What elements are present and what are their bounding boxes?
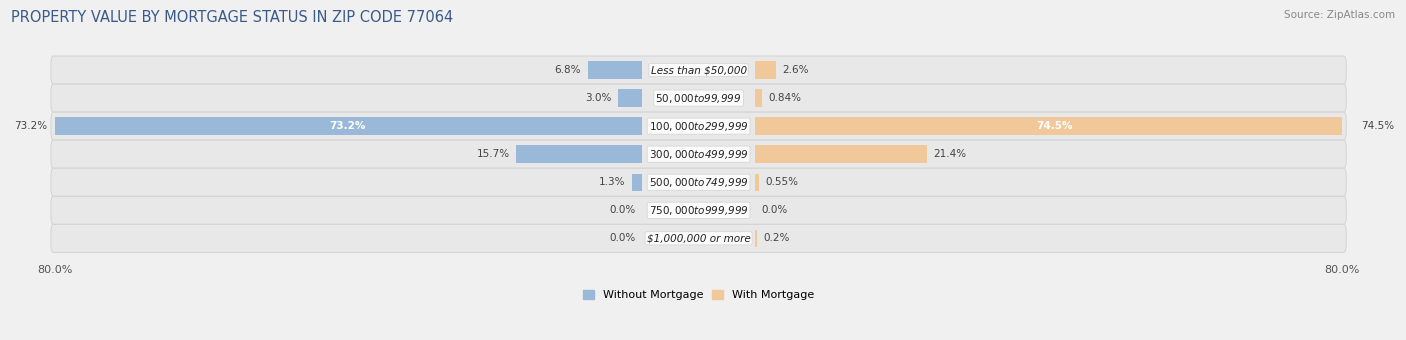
Text: 0.2%: 0.2% (763, 233, 789, 243)
Text: 73.2%: 73.2% (329, 121, 366, 131)
Text: 15.7%: 15.7% (477, 149, 509, 159)
Text: Source: ZipAtlas.com: Source: ZipAtlas.com (1284, 10, 1395, 20)
Bar (755, 89, 762, 107)
FancyBboxPatch shape (51, 84, 1346, 112)
Bar (755, 117, 1354, 135)
Text: 3.0%: 3.0% (585, 93, 612, 103)
Text: 0.0%: 0.0% (761, 205, 787, 215)
Bar (619, 89, 643, 107)
Text: 6.8%: 6.8% (554, 65, 581, 75)
Text: 74.5%: 74.5% (1036, 121, 1073, 131)
Text: $1,000,000 or more: $1,000,000 or more (647, 233, 751, 243)
FancyBboxPatch shape (51, 168, 1346, 196)
Text: 0.55%: 0.55% (766, 177, 799, 187)
Text: $300,000 to $499,999: $300,000 to $499,999 (648, 148, 748, 161)
Text: $500,000 to $749,999: $500,000 to $749,999 (648, 176, 748, 189)
Bar (755, 173, 759, 191)
Text: 21.4%: 21.4% (934, 149, 967, 159)
Bar (588, 61, 643, 79)
FancyBboxPatch shape (51, 224, 1346, 252)
Text: 0.0%: 0.0% (610, 205, 636, 215)
Bar (755, 230, 756, 247)
Text: $100,000 to $299,999: $100,000 to $299,999 (648, 120, 748, 133)
Text: 0.0%: 0.0% (610, 233, 636, 243)
Text: $50,000 to $99,999: $50,000 to $99,999 (655, 91, 742, 105)
Text: $750,000 to $999,999: $750,000 to $999,999 (648, 204, 748, 217)
FancyBboxPatch shape (51, 112, 1346, 140)
Text: Less than $50,000: Less than $50,000 (651, 65, 747, 75)
Bar (516, 146, 643, 163)
Text: 0.84%: 0.84% (768, 93, 801, 103)
FancyBboxPatch shape (51, 140, 1346, 168)
Bar (755, 146, 927, 163)
Bar (631, 173, 643, 191)
Bar (53, 117, 643, 135)
Text: PROPERTY VALUE BY MORTGAGE STATUS IN ZIP CODE 77064: PROPERTY VALUE BY MORTGAGE STATUS IN ZIP… (11, 10, 454, 25)
FancyBboxPatch shape (51, 196, 1346, 224)
Text: 74.5%: 74.5% (1361, 121, 1393, 131)
Text: 2.6%: 2.6% (782, 65, 808, 75)
Text: 1.3%: 1.3% (599, 177, 626, 187)
Legend: Without Mortgage, With Mortgage: Without Mortgage, With Mortgage (582, 290, 814, 300)
Bar (755, 61, 776, 79)
FancyBboxPatch shape (51, 56, 1346, 84)
Text: 73.2%: 73.2% (14, 121, 46, 131)
